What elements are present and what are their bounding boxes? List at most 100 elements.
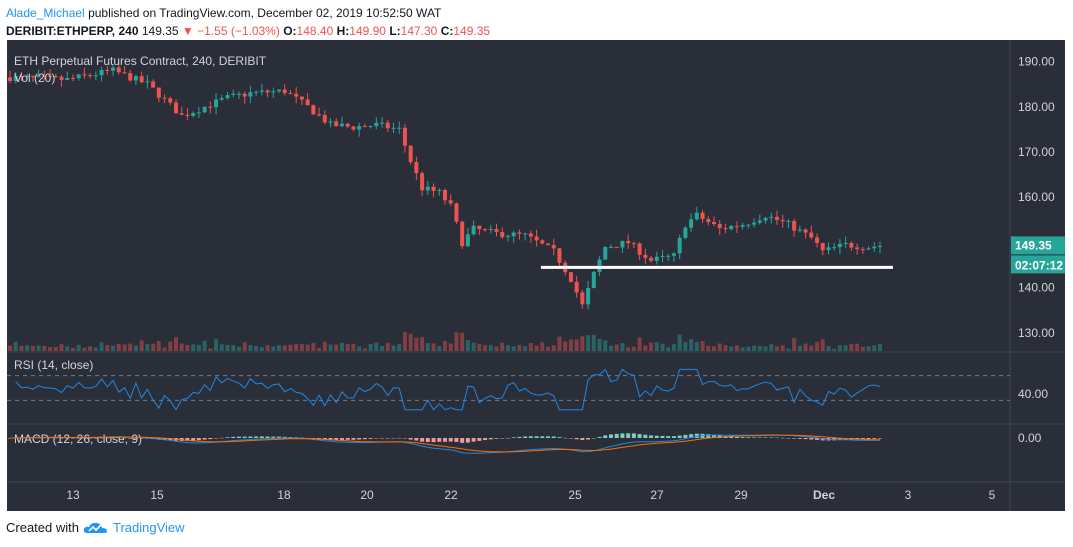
- volume-bar: [826, 345, 831, 351]
- macd-histogram-bar: [763, 437, 768, 438]
- candle-body: [162, 97, 167, 99]
- candle-body: [202, 106, 207, 113]
- candle-body: [792, 220, 797, 231]
- volume-bar: [677, 334, 682, 351]
- macd-line: [9, 434, 881, 454]
- volume-bar: [42, 345, 47, 351]
- author-link[interactable]: Alade_Michael: [6, 6, 85, 20]
- candle-body: [620, 240, 625, 248]
- macd-histogram-bar: [620, 433, 625, 438]
- volume-bar: [872, 345, 877, 351]
- candle-body: [763, 218, 768, 221]
- candle-body: [105, 69, 110, 71]
- volume-bar: [786, 348, 791, 351]
- close-value: 149.35: [453, 24, 491, 38]
- candle-body: [465, 234, 470, 247]
- macd-label: MACD (12, 26, close, 9): [14, 432, 142, 446]
- tradingview-cloud-icon: [83, 522, 107, 533]
- volume-bar: [231, 345, 236, 351]
- candle-body: [586, 287, 591, 305]
- candle-body: [288, 93, 293, 95]
- volume-bar: [815, 341, 820, 351]
- countdown-label: 02:07:12: [1015, 258, 1063, 272]
- volume-bar: [683, 342, 688, 351]
- candle-body: [282, 89, 287, 94]
- volume-bar: [328, 344, 333, 351]
- macd-histogram-bar: [603, 435, 608, 438]
- candle-body: [757, 220, 762, 223]
- macd-histogram-bar: [654, 435, 659, 438]
- candle-body: [271, 91, 276, 93]
- macd-histogram-bar: [494, 438, 499, 439]
- macd-histogram-bar: [99, 437, 104, 439]
- volume-bar: [139, 340, 144, 351]
- volume-bar: [746, 346, 751, 351]
- macd-histogram-bar: [133, 438, 138, 439]
- volume-bar: [465, 340, 470, 351]
- candle-body: [168, 98, 173, 103]
- volume-bar: [196, 344, 201, 351]
- macd-histogram-bar: [551, 436, 556, 438]
- candle-body: [208, 106, 213, 108]
- candle-body: [540, 240, 545, 244]
- macd-histogram-bar: [729, 436, 734, 438]
- macd-histogram-bar: [139, 438, 144, 439]
- volume-bar: [311, 342, 316, 351]
- macd-histogram-bar: [328, 438, 333, 440]
- candle-body: [568, 272, 573, 282]
- macd-histogram-bar: [483, 438, 488, 441]
- volume-bar: [780, 345, 785, 351]
- tradingview-brand[interactable]: TradingView: [112, 520, 185, 535]
- volume-bar: [878, 343, 882, 351]
- candle-body: [546, 243, 551, 246]
- macd-histogram-bar: [254, 436, 259, 438]
- macd-histogram-bar: [236, 436, 241, 438]
- macd-histogram-bar: [568, 438, 573, 439]
- candle-body: [30, 75, 35, 77]
- macd-histogram-bar: [322, 438, 327, 440]
- candle-body: [580, 292, 585, 305]
- macd-histogram-bar: [128, 438, 133, 439]
- candle-body: [225, 94, 230, 99]
- time-tick-label: 3: [905, 488, 912, 502]
- close-label: C:: [440, 24, 454, 38]
- candle-body: [437, 190, 442, 192]
- price-axis-background: [1010, 40, 1065, 511]
- volume-bar: [8, 345, 12, 351]
- candle-body: [13, 75, 18, 82]
- volume-bar: [483, 345, 488, 351]
- candle-body: [179, 113, 184, 115]
- macd-histogram-bar: [597, 436, 602, 438]
- volume-bar: [76, 344, 81, 351]
- volume-bar: [317, 347, 322, 351]
- candle-body: [740, 225, 745, 227]
- candle-body: [820, 243, 825, 251]
- candle-body: [471, 225, 476, 235]
- open-value: 148.40: [296, 24, 334, 38]
- macd-histogram-bar: [660, 435, 665, 438]
- macd-histogram-bar: [528, 436, 533, 438]
- macd-histogram-bar: [391, 437, 396, 439]
- current-price-label: 149.35: [1015, 238, 1052, 252]
- volume-bar: [99, 342, 104, 351]
- candle-body: [603, 247, 608, 260]
- volume-bar: [25, 345, 30, 351]
- trading-chart[interactable]: 190.00180.00170.00160.00140.00130.00149.…: [0, 40, 1073, 512]
- current-price-tag: [1011, 236, 1065, 255]
- candle-body: [671, 253, 676, 256]
- time-tick-label: Dec: [813, 488, 835, 502]
- macd-histogram-bar: [505, 437, 510, 439]
- macd-histogram-bar: [425, 438, 430, 442]
- candle-body: [82, 74, 87, 76]
- volume-bar: [145, 343, 150, 351]
- candle-body: [769, 216, 774, 219]
- candle-body: [614, 246, 619, 248]
- macd-histogram-bar: [402, 438, 407, 439]
- macd-histogram-bar: [563, 437, 568, 439]
- macd-histogram-bar: [259, 436, 264, 438]
- volume-bar: [792, 338, 797, 351]
- volume-bar: [511, 346, 516, 351]
- price-tick-label: 170.00: [1018, 145, 1055, 159]
- candle-body: [608, 246, 613, 248]
- candle-body: [145, 81, 150, 83]
